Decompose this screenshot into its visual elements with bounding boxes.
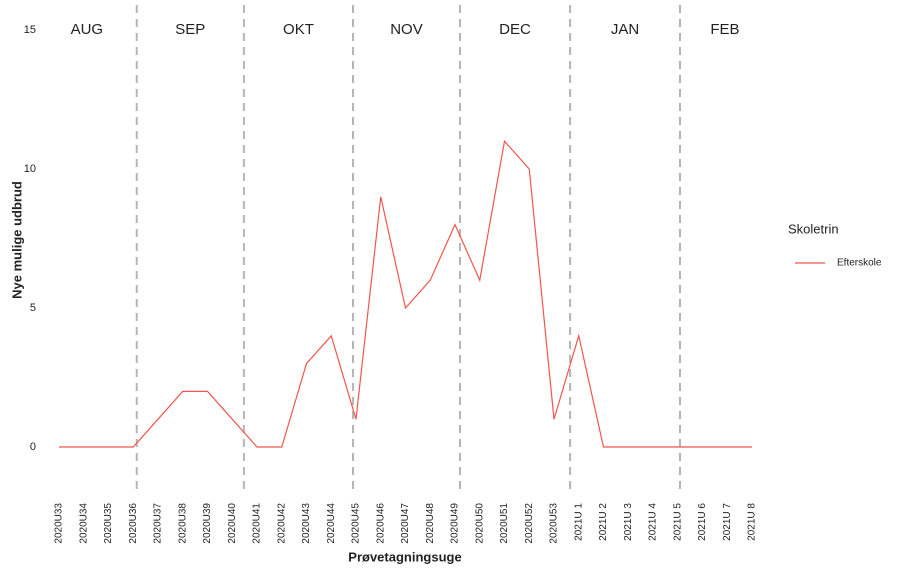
x-tick-label: 2020U50 — [474, 503, 485, 544]
x-tick-label: 2020U34 — [78, 503, 89, 544]
x-tick-label: 2021U 7 — [722, 503, 733, 541]
x-tick-label: 2021U 2 — [598, 503, 609, 541]
x-tick-label: 2020U33 — [54, 503, 65, 544]
x-tick-label: 2020U53 — [549, 503, 560, 544]
x-tick-label: 2020U51 — [499, 503, 510, 544]
month-label: AUG — [71, 21, 104, 38]
x-tick-label: 2020U43 — [301, 503, 312, 544]
series-line — [59, 139, 752, 448]
x-tick-label: 2020U37 — [153, 503, 164, 544]
x-tick-label: 2021U 1 — [573, 503, 584, 541]
y-tick-label: 10 — [24, 163, 36, 175]
x-tick-label: 2020U35 — [103, 503, 114, 544]
y-tick-label: 15 — [24, 24, 36, 36]
x-tick-label: 2020U46 — [375, 503, 386, 544]
x-tick-label: 2020U52 — [524, 503, 535, 544]
x-tick-label: 2021U 6 — [697, 503, 708, 541]
y-tick-label: 5 — [30, 302, 36, 314]
month-label: NOV — [390, 21, 423, 38]
month-label: SEP — [175, 21, 205, 38]
x-axis-title: Prøvetagningsuge — [348, 549, 461, 564]
x-tick-label: 2020U40 — [227, 503, 238, 544]
x-tick-label: 2021U 8 — [747, 503, 758, 541]
x-tick-label: 2020U42 — [276, 503, 287, 544]
legend-label: Efterskole — [837, 258, 882, 269]
x-tick-label: 2020U48 — [425, 503, 436, 544]
x-tick-label: 2021U 4 — [648, 503, 659, 541]
x-tick-label: 2020U44 — [326, 503, 337, 544]
month-label: JAN — [611, 21, 639, 38]
x-tick-label: 2020U39 — [202, 503, 213, 544]
y-axis-title: Nye mulige udbrud — [9, 181, 24, 299]
x-tick-label: 2020U45 — [351, 503, 362, 544]
month-label: OKT — [283, 21, 314, 38]
x-tick-label: 2021U 3 — [623, 503, 634, 541]
month-label: DEC — [499, 21, 531, 38]
x-tick-label: 2020U47 — [400, 503, 411, 544]
x-tick-label: 2020U41 — [252, 503, 263, 544]
x-tick-label: 2020U38 — [177, 503, 188, 544]
x-tick-label: 2020U36 — [128, 503, 139, 544]
month-label: FEB — [710, 21, 739, 38]
legend-title: Skoletrin — [788, 221, 839, 236]
x-tick-label: 2021U 5 — [672, 503, 683, 541]
x-tick-label: 2020U49 — [450, 503, 461, 544]
y-tick-label: 0 — [30, 441, 36, 453]
